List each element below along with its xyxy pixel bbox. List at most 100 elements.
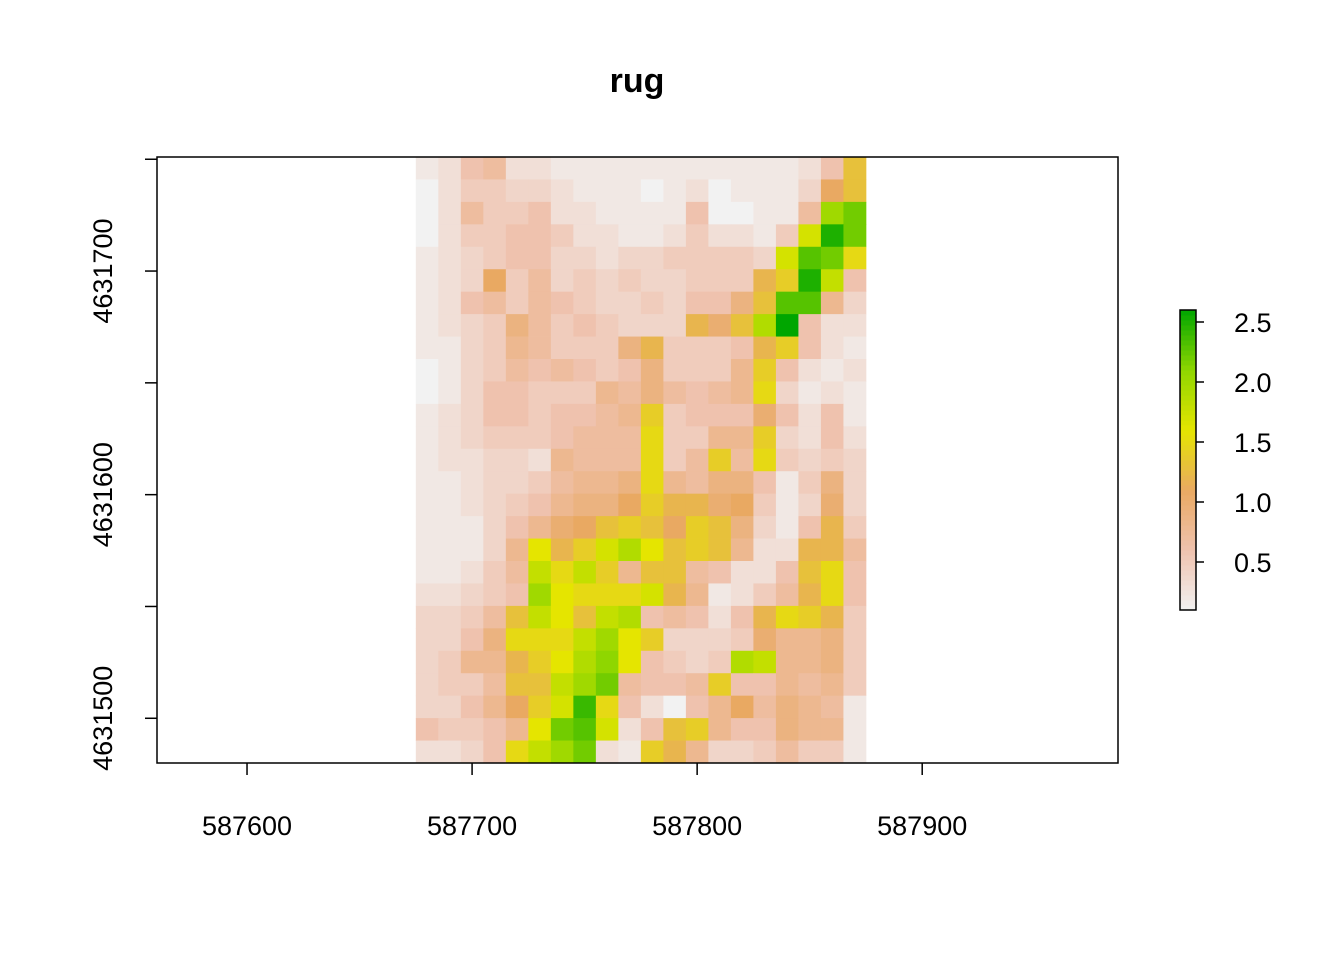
raster-cell (708, 157, 732, 180)
legend-swatch (1180, 495, 1196, 501)
raster-cell (505, 269, 529, 293)
raster-cell (528, 381, 552, 405)
raster-cell (460, 359, 484, 382)
raster-cell (483, 359, 507, 382)
raster-cell (708, 516, 732, 539)
raster-cell (730, 269, 754, 293)
raster-cell (708, 695, 732, 719)
raster-cell (528, 403, 552, 427)
raster-cell (820, 246, 844, 270)
raster-cell (528, 179, 552, 203)
raster-cell (685, 403, 709, 427)
raster-cell (685, 381, 709, 405)
raster-cell (708, 493, 732, 517)
raster-cell (528, 201, 552, 225)
raster-cell (505, 381, 529, 405)
raster-cell (820, 269, 844, 293)
raster-cell (663, 426, 687, 450)
raster-cell (730, 673, 754, 697)
raster-cell (663, 493, 687, 517)
raster-cell (708, 740, 732, 764)
raster-cell (550, 381, 574, 405)
raster-cell (798, 605, 822, 629)
raster-cell (483, 201, 507, 225)
raster-cell (550, 650, 574, 674)
raster-cell (573, 583, 597, 607)
legend-swatch (1180, 545, 1196, 551)
raster-cell (843, 157, 867, 180)
legend-swatch (1180, 430, 1196, 436)
raster-cell (708, 314, 732, 337)
raster-cell (775, 157, 799, 180)
raster-cell (618, 448, 642, 472)
raster-cell (438, 448, 462, 472)
raster-cell (460, 403, 484, 427)
raster-cell (640, 269, 664, 293)
raster-cell (438, 650, 462, 674)
raster-cell (708, 718, 732, 741)
raster-cell (460, 605, 484, 629)
legend-swatch (1180, 490, 1196, 496)
raster-cell (528, 291, 552, 315)
raster-cell (663, 246, 687, 270)
raster-cell (708, 179, 732, 203)
raster-cell (708, 628, 732, 652)
legend-swatch (1180, 530, 1196, 536)
raster-cell (708, 605, 732, 629)
raster-cell (775, 381, 799, 405)
raster-cell (730, 246, 754, 270)
legend-swatch (1180, 370, 1196, 376)
raster-cell (550, 628, 574, 652)
raster-cell (820, 740, 844, 764)
raster-cell (528, 561, 552, 584)
raster-cell (820, 628, 844, 652)
legend-swatch (1180, 600, 1196, 606)
raster-cell (460, 493, 484, 517)
raster-cell (640, 336, 664, 360)
raster-cell (573, 224, 597, 248)
raster-cell (573, 291, 597, 315)
legend-swatch (1180, 450, 1196, 456)
raster-cell (483, 448, 507, 472)
raster-cell (775, 179, 799, 203)
raster-cell (798, 426, 822, 450)
legend-swatch (1180, 535, 1196, 541)
raster-cell (820, 650, 844, 674)
legend-swatch (1180, 440, 1196, 446)
raster-cell (505, 561, 529, 584)
raster-cell (595, 179, 619, 203)
raster-cell (618, 718, 642, 741)
raster-cell (708, 426, 732, 450)
raster-cell (753, 471, 777, 495)
raster-cell (460, 179, 484, 203)
raster-cell (843, 314, 867, 337)
raster-cell (415, 336, 439, 360)
raster-cell (460, 718, 484, 741)
legend-swatch (1180, 360, 1196, 366)
raster-cell (573, 718, 597, 741)
legend-swatch (1180, 375, 1196, 381)
raster-cell (483, 538, 507, 562)
chart-title: rug (610, 62, 665, 100)
raster-cell (573, 336, 597, 360)
raster-cell (528, 673, 552, 697)
raster-cell (415, 583, 439, 607)
x-tick-label: 587600 (202, 811, 292, 841)
raster-cell (663, 224, 687, 248)
legend-tick-label: 0.5 (1234, 548, 1272, 578)
raster-cell (730, 359, 754, 382)
raster-cell (640, 201, 664, 225)
raster-cell (640, 157, 664, 180)
raster-cell (753, 583, 777, 607)
legend-swatch (1180, 590, 1196, 596)
raster-cell (730, 493, 754, 517)
raster-cell (640, 471, 664, 495)
raster-cell (730, 561, 754, 584)
raster-cell (438, 471, 462, 495)
raster-cell (595, 538, 619, 562)
raster-cell (415, 538, 439, 562)
raster-cell (483, 650, 507, 674)
raster-cell (820, 426, 844, 450)
raster-cell (550, 157, 574, 180)
